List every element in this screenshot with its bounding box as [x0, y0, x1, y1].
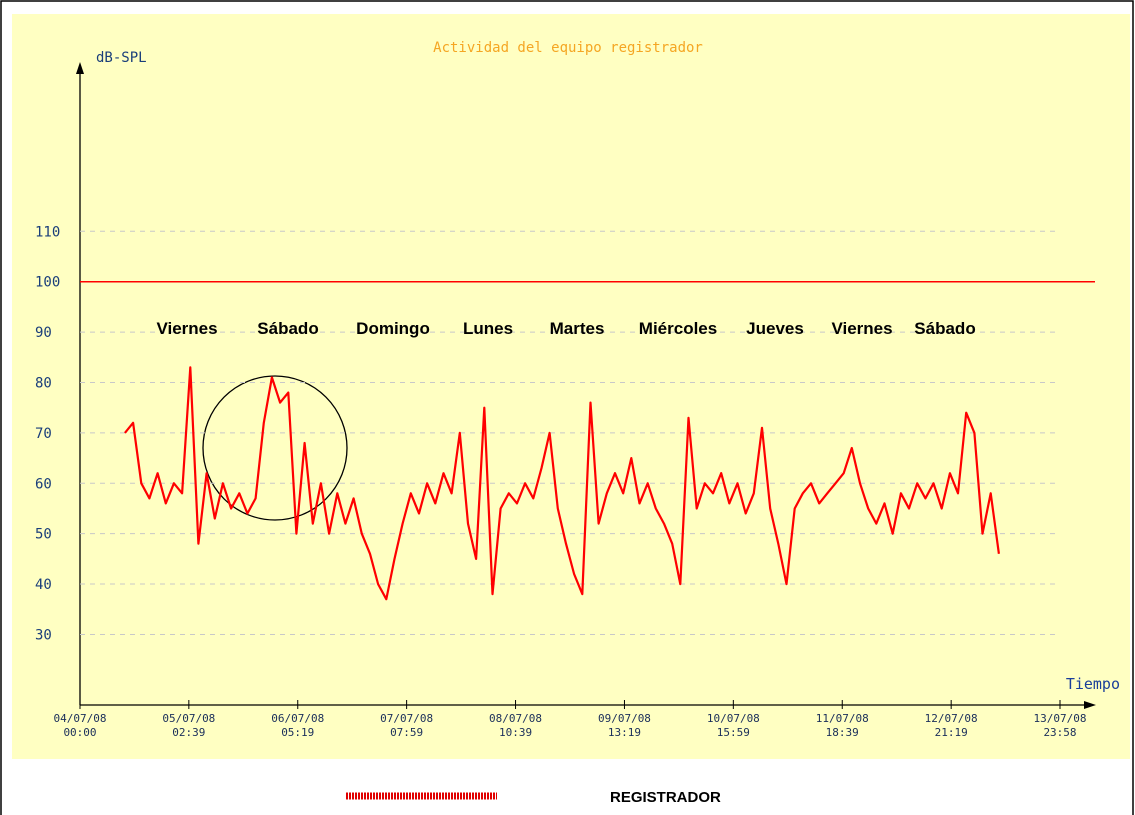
day-annotation: Martes	[550, 319, 605, 338]
day-annotation: Sábado	[257, 319, 318, 338]
y-tick-label: 70	[35, 426, 52, 442]
legend-label: REGISTRADOR	[610, 789, 721, 806]
day-annotation: Jueves	[746, 319, 804, 338]
day-annotation: Miércoles	[639, 319, 717, 338]
x-tick-label: 08/07/08 10:39	[489, 712, 543, 739]
day-annotation: Lunes	[463, 319, 513, 338]
y-tick-label: 100	[35, 275, 60, 291]
x-tick-label: 05/07/08 02:39	[162, 712, 216, 739]
day-annotation: Sábado	[914, 319, 975, 338]
x-tick-label: 04/07/08 00:00	[53, 712, 107, 739]
x-axis-label: Tiempo	[1066, 675, 1120, 693]
y-tick-label: 90	[35, 325, 52, 341]
y-tick-label: 60	[35, 476, 52, 492]
x-tick-label: 11/07/08 18:39	[815, 712, 869, 739]
day-annotation: Viernes	[156, 319, 217, 338]
x-axis-arrow	[1084, 701, 1096, 709]
y-tick-label: 110	[35, 224, 60, 240]
day-annotation: Domingo	[356, 319, 430, 338]
y-axis-label: dB-SPL	[96, 50, 147, 66]
x-tick-label: 12/07/08 21:19	[924, 712, 978, 739]
data-line	[124, 366, 1000, 601]
chart-title: Actividad del equipo registrador	[433, 40, 703, 56]
x-tick-label: 06/07/08 05:19	[271, 712, 325, 739]
y-tick-label: 50	[35, 527, 52, 543]
y-tick-label: 40	[35, 577, 52, 593]
y-tick-label: 30	[35, 627, 52, 643]
day-annotation: Viernes	[831, 319, 892, 338]
x-tick-label: 07/07/08 07:59	[380, 712, 434, 739]
y-axis-arrow	[76, 62, 84, 74]
x-tick-label: 10/07/08 15:59	[706, 712, 760, 739]
x-tick-label: 13/07/08 23:58	[1033, 712, 1087, 739]
x-tick-label: 09/07/08 13:19	[597, 712, 651, 739]
highlight-circle	[202, 375, 348, 521]
plot-background	[12, 14, 1130, 759]
y-tick-label: 80	[35, 375, 52, 391]
